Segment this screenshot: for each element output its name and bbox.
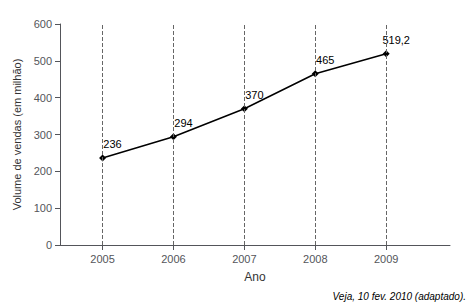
svg-text:200: 200 <box>34 165 52 177</box>
svg-text:2009: 2009 <box>374 253 398 265</box>
svg-text:2008: 2008 <box>303 253 327 265</box>
svg-text:300: 300 <box>34 129 52 141</box>
svg-text:100: 100 <box>34 202 52 214</box>
svg-text:500: 500 <box>34 55 52 67</box>
svg-text:Volume de vendas (em milhão): Volume de vendas (em milhão) <box>11 59 23 211</box>
svg-text:2006: 2006 <box>161 253 185 265</box>
svg-text:0: 0 <box>46 239 52 251</box>
svg-text:2007: 2007 <box>232 253 256 265</box>
svg-text:236: 236 <box>103 138 121 150</box>
svg-text:600: 600 <box>34 18 52 30</box>
svg-text:Ano: Ano <box>244 270 266 284</box>
svg-text:465: 465 <box>316 54 334 66</box>
svg-text:370: 370 <box>245 89 263 101</box>
svg-text:Veja, 10 fev. 2010 (adaptado).: Veja, 10 fev. 2010 (adaptado). <box>333 291 466 302</box>
svg-text:294: 294 <box>174 117 192 129</box>
svg-text:2005: 2005 <box>90 253 114 265</box>
svg-text:519,2: 519,2 <box>382 33 410 46</box>
svg-text:400: 400 <box>34 92 52 104</box>
